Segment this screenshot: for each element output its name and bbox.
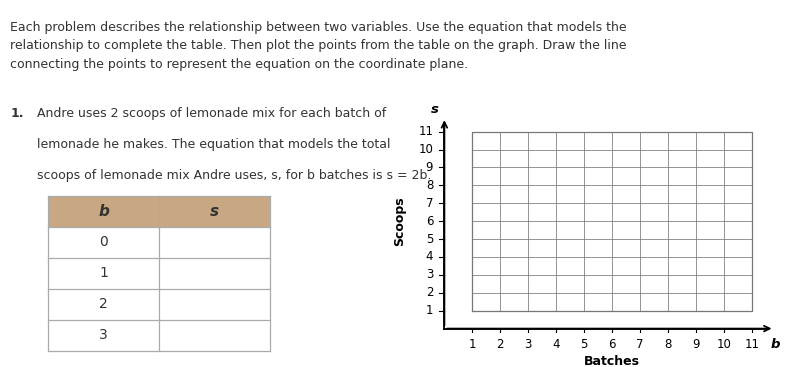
Text: s: s (210, 204, 219, 219)
Text: lemonade he makes. The equation that models the total: lemonade he makes. The equation that mod… (38, 138, 391, 151)
Text: 10: 10 (717, 338, 731, 352)
Text: 6: 6 (609, 338, 616, 352)
Text: 9: 9 (692, 338, 700, 352)
Text: 3: 3 (99, 328, 108, 342)
Text: Each problem describes the relationship between two variables. Use the equation : Each problem describes the relationship … (10, 21, 627, 70)
Text: 9: 9 (426, 161, 434, 174)
Text: 8: 8 (665, 338, 672, 352)
Text: 1: 1 (426, 304, 434, 317)
Text: 5: 5 (426, 233, 434, 246)
Text: 0: 0 (99, 235, 108, 249)
Text: 6: 6 (426, 215, 434, 228)
Text: 1.: 1. (10, 107, 24, 120)
Text: scoops of lemonade mix Andre uses, s, for b batches is s = 2b.: scoops of lemonade mix Andre uses, s, fo… (38, 169, 432, 182)
Text: 3: 3 (525, 338, 532, 352)
Text: 8: 8 (426, 179, 434, 192)
Text: b: b (771, 338, 781, 352)
Text: Andre uses 2 scoops of lemonade mix for each batch of: Andre uses 2 scoops of lemonade mix for … (38, 107, 386, 120)
Text: Scoops: Scoops (393, 196, 406, 246)
Text: 7: 7 (637, 338, 644, 352)
Bar (48, 196, 270, 351)
Text: 11: 11 (418, 125, 434, 138)
Text: Batches: Batches (584, 356, 640, 367)
Text: s: s (430, 103, 438, 116)
Text: 2: 2 (497, 338, 504, 352)
Text: b: b (98, 204, 109, 219)
Text: 2: 2 (99, 297, 108, 311)
Text: 10: 10 (418, 143, 434, 156)
Text: 7: 7 (426, 197, 434, 210)
Text: 5: 5 (581, 338, 588, 352)
Text: 4: 4 (426, 251, 434, 264)
Text: 1: 1 (99, 266, 108, 280)
Text: 2: 2 (426, 286, 434, 299)
Text: 11: 11 (745, 338, 759, 352)
Text: 3: 3 (426, 268, 434, 281)
Text: 4: 4 (553, 338, 560, 352)
Text: 1: 1 (469, 338, 476, 352)
Bar (48, 196, 270, 226)
